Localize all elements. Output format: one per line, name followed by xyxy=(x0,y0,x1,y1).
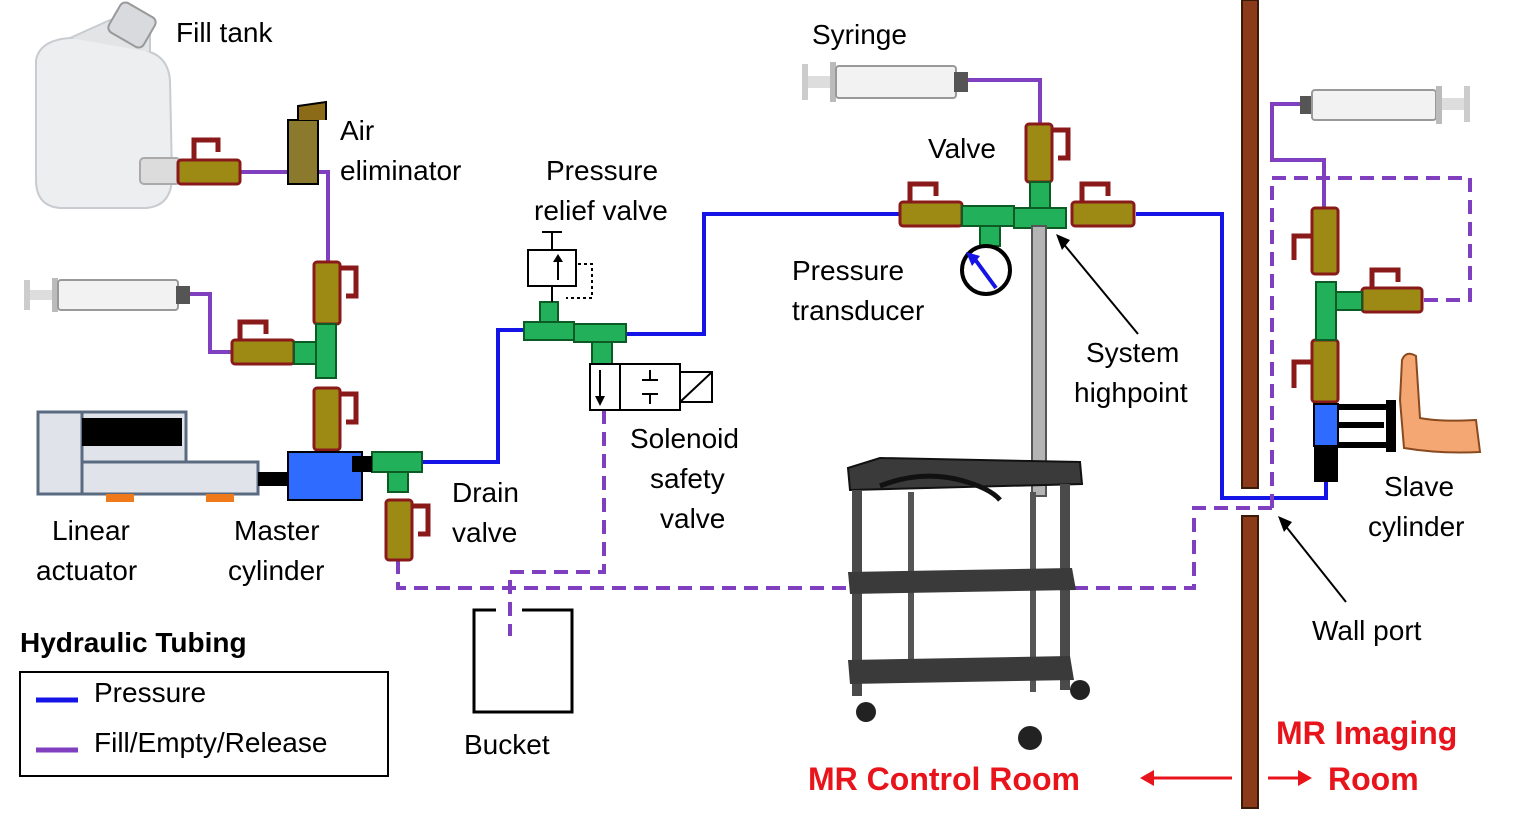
pressure-relief-label-2: relief valve xyxy=(534,195,668,226)
linear-actuator-label-1: Linear xyxy=(52,515,130,546)
tee-master xyxy=(371,451,423,493)
slave-cylinder-label-1: Slave xyxy=(1384,471,1454,502)
wall-port-pointer xyxy=(1283,523,1347,603)
tee-slave xyxy=(1315,281,1363,341)
master-cylinder-label-2: cylinder xyxy=(228,555,324,586)
valve-top xyxy=(1024,122,1071,184)
legend-label-pressure: Pressure xyxy=(94,677,206,708)
slave-cylinder-label-2: cylinder xyxy=(1368,511,1464,542)
bucket xyxy=(472,608,574,714)
fill-tank xyxy=(35,1,181,209)
legend-label-fill: Fill/Empty/Release xyxy=(94,727,327,758)
tee-solenoid xyxy=(573,323,627,365)
valve-fill-tank xyxy=(176,137,242,186)
system-highpoint-label-1: System xyxy=(1086,337,1179,368)
control-room-arrowhead xyxy=(1140,770,1154,786)
drain-valve xyxy=(384,498,431,562)
pressure-gauge xyxy=(960,244,1012,296)
valve-left-syringe xyxy=(230,319,296,366)
relief-dotted-line xyxy=(566,263,593,299)
valve-slave-lower xyxy=(1291,338,1340,404)
release-line-relief xyxy=(1270,176,1472,508)
pressure-relief-label-1: Pressure xyxy=(546,155,658,186)
fill-line-left-syringe xyxy=(190,292,232,354)
fill-line-top-syringe xyxy=(968,78,1042,124)
linear-actuator xyxy=(36,410,288,502)
right-syringe xyxy=(1300,86,1470,124)
valve-transducer-right xyxy=(1070,181,1136,228)
air-eliminator-label-1: Air xyxy=(340,115,374,146)
tee-relief xyxy=(523,301,575,341)
imaging-room-arrowhead xyxy=(1298,770,1312,786)
solenoid-label-1: Solenoid xyxy=(630,423,739,454)
air-eliminator-label-2: eliminator xyxy=(340,155,461,186)
tee-highpoint xyxy=(1013,181,1067,229)
wall-port-pointer-head xyxy=(1278,516,1292,532)
valve-label: Valve xyxy=(928,133,996,164)
tee-left xyxy=(293,323,337,379)
left-syringe xyxy=(24,278,190,312)
fill-tank-label: Fill tank xyxy=(176,17,273,48)
valve-lower-left xyxy=(312,386,359,452)
solenoid-label-2: safety xyxy=(650,463,725,494)
drain-valve-label-1: Drain xyxy=(452,477,519,508)
master-cylinder xyxy=(287,451,372,501)
valve-transducer-left xyxy=(898,181,964,228)
control-room-label: MR Control Room xyxy=(808,761,1080,797)
linear-actuator-label-2: actuator xyxy=(36,555,137,586)
pressure-transducer-label-2: transducer xyxy=(792,295,924,326)
hand-icon xyxy=(1398,352,1482,454)
top-syringe xyxy=(802,62,968,102)
pressure-transducer-label-1: Pressure xyxy=(792,255,904,286)
legend-box xyxy=(19,671,389,777)
syringe-label: Syringe xyxy=(812,19,907,50)
air-eliminator xyxy=(287,100,327,185)
slave-cylinder xyxy=(1313,400,1396,482)
wall-lower xyxy=(1241,515,1259,809)
pressure-line xyxy=(360,212,1328,500)
master-cylinder-label-1: Master xyxy=(234,515,320,546)
imaging-room-label-1: MR Imaging xyxy=(1276,715,1457,751)
release-line-main xyxy=(396,506,1272,590)
solenoid-label-3: valve xyxy=(660,503,725,534)
tee-transducer xyxy=(961,205,1015,247)
imaging-room-label-2: Room xyxy=(1328,761,1419,797)
highpoint-pointer-head xyxy=(1056,234,1070,250)
valve-slave-side xyxy=(1360,267,1424,314)
highpoint-pointer xyxy=(1061,241,1139,335)
wall-upper xyxy=(1241,0,1259,489)
fill-line-tank xyxy=(240,170,330,262)
release-line-solenoid xyxy=(508,410,606,636)
system-highpoint-label-2: highpoint xyxy=(1074,377,1188,408)
pressure-relief-valve xyxy=(527,231,577,302)
legend-title: Hydraulic Tubing xyxy=(20,627,247,658)
solenoid-safety-valve xyxy=(589,363,713,411)
valve-upper-left xyxy=(312,260,359,326)
bucket-label: Bucket xyxy=(464,729,550,760)
drain-valve-label-2: valve xyxy=(452,517,517,548)
valve-slave-upper xyxy=(1291,206,1340,276)
wall-port-label: Wall port xyxy=(1312,615,1422,646)
equipment-cart xyxy=(846,225,1090,750)
